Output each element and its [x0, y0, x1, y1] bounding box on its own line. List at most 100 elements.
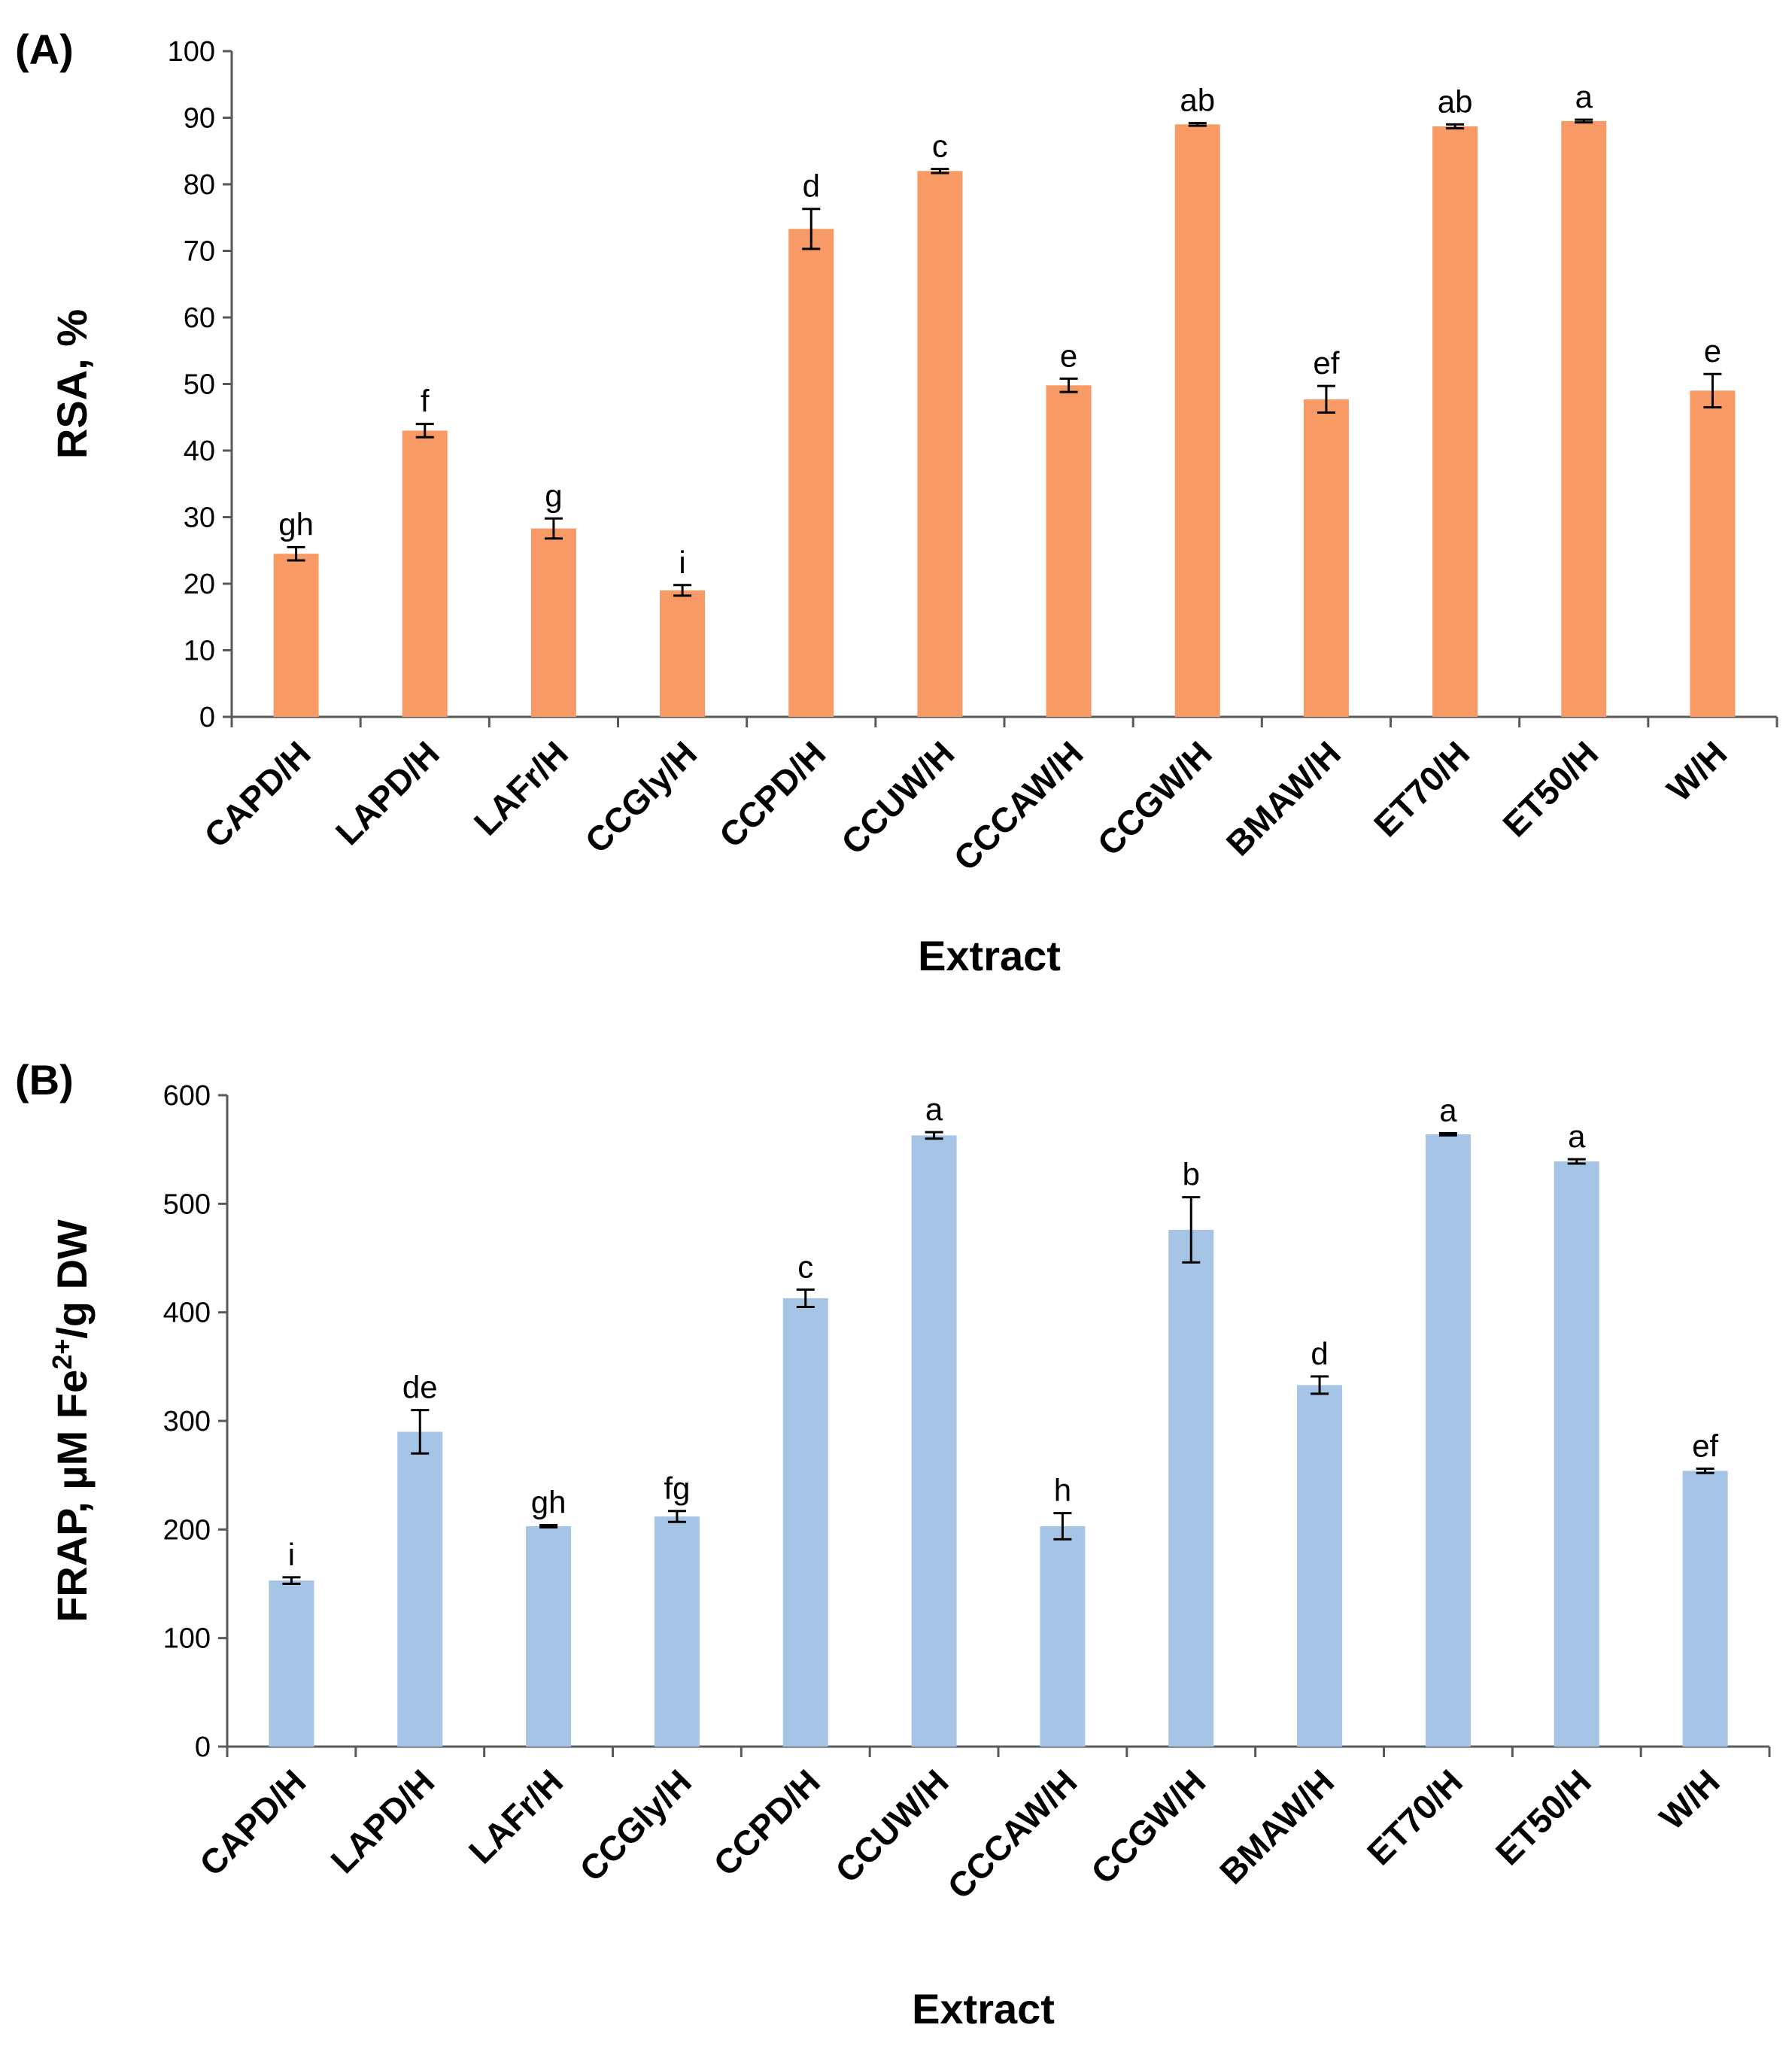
x-tick-label: CCPD/H [712, 733, 833, 855]
significance-label: f [421, 384, 430, 419]
x-tick-label: CAPD/H [196, 733, 317, 855]
bar [788, 229, 834, 717]
y-tick-label: 300 [163, 1406, 211, 1437]
x-tick-label: ET70/H [1359, 1762, 1470, 1872]
bar [1174, 124, 1220, 718]
y-axis-title-tail: /g DW [48, 1219, 96, 1339]
x-tick-label: ET50/H [1488, 1762, 1599, 1872]
significance-label: g [545, 478, 562, 513]
significance-label: i [679, 545, 685, 580]
bar [273, 554, 319, 717]
x-tick-label: BMAW/H [1212, 1762, 1341, 1891]
bar [402, 430, 448, 717]
bar [1432, 126, 1478, 717]
significance-label: a [1575, 79, 1593, 114]
x-tick-label: LAPD/H [328, 733, 447, 852]
chart-panel-a: (A) 0 10 20 30 40 50 60 70 80 90 100 gh CAPD/H f LAPD/H… [15, 26, 1778, 979]
significance-label: e [1060, 338, 1077, 373]
x-tick-label: LAPD/H [323, 1762, 442, 1881]
bar [660, 590, 706, 717]
panel-label: (A) [15, 26, 74, 73]
bar [397, 1431, 443, 1747]
bar [1561, 120, 1607, 718]
y-tick-label: 40 [184, 436, 215, 467]
x-tick-label: CCCAW/H [946, 733, 1090, 878]
x-tick-label: LAFr/H [466, 733, 576, 842]
x-tick-label: W/H [1659, 733, 1734, 809]
bar [269, 1580, 314, 1747]
y-tick-label: 90 [184, 103, 215, 135]
significance-label: ab [1438, 83, 1473, 119]
y-axis-title: RSA, % [48, 309, 96, 459]
significance-label: a [1568, 1119, 1586, 1154]
y-tick-label: 10 [184, 636, 215, 667]
significance-label: ef [1692, 1428, 1718, 1464]
significance-label: gh [531, 1485, 566, 1520]
bar [782, 1298, 828, 1747]
y-tick-label: 70 [184, 236, 215, 268]
x-tick-label: CCGW/H [1090, 733, 1219, 863]
significance-label: a [1439, 1093, 1457, 1128]
bar [526, 1526, 572, 1747]
bar [654, 1516, 700, 1747]
bar [1297, 1385, 1343, 1747]
y-axis-title-main: FRAP, µM Fe [48, 1370, 96, 1623]
significance-label: ab [1180, 83, 1215, 118]
x-tick-label: BMAW/H [1219, 733, 1348, 863]
y-tick-label: 400 [163, 1298, 211, 1329]
x-tick-label: ET70/H [1366, 733, 1477, 844]
x-tick-label: CCUW/H [828, 1762, 955, 1890]
y-tick-label: 100 [168, 36, 215, 68]
y-tick-label: 50 [184, 369, 215, 401]
significance-label: de [402, 1370, 438, 1405]
y-tick-label: 60 [184, 302, 215, 334]
x-tick-label: CCUW/H [834, 733, 961, 861]
x-tick-label: CCGly/H [572, 1762, 699, 1889]
y-tick-label: 80 [184, 169, 215, 201]
bar [1046, 385, 1092, 717]
bar [917, 171, 963, 718]
x-tick-label: ET50/H [1495, 733, 1605, 844]
y-tick-label: 0 [199, 702, 215, 733]
bar [1554, 1161, 1599, 1747]
x-tick-label: CCGW/H [1083, 1762, 1213, 1891]
x-tick-label: CAPD/H [192, 1762, 313, 1883]
y-tick-label: 200 [163, 1514, 211, 1546]
significance-label: b [1183, 1157, 1200, 1192]
x-axis-title: Extract [912, 1985, 1055, 2032]
significance-label: i [288, 1537, 295, 1572]
significance-label: ef [1313, 345, 1339, 381]
y-tick-label: 0 [195, 1732, 211, 1763]
chart-panel-b: (B) 0 100 200 300 400 500 600 i CAPD/H de LAPD/H gh L… [15, 1056, 1771, 2032]
x-tick-label: CCPD/H [706, 1762, 827, 1883]
y-tick-label: 30 [184, 502, 215, 534]
significance-label: h [1054, 1473, 1071, 1508]
significance-label: d [1311, 1336, 1328, 1371]
bar [530, 528, 576, 717]
significance-label: gh [278, 506, 314, 542]
x-tick-label: W/H [1652, 1762, 1727, 1837]
significance-label: d [803, 168, 820, 204]
bar [911, 1135, 957, 1747]
bar [1303, 399, 1349, 717]
bar [1040, 1526, 1086, 1747]
y-tick-label: 600 [163, 1080, 211, 1112]
y-axis-title: FRAP, µM Fe2+/g DW [47, 1219, 96, 1623]
significance-label: e [1704, 333, 1721, 369]
significance-label: a [925, 1091, 943, 1127]
x-tick-label: LAFr/H [461, 1762, 570, 1871]
y-tick-label: 20 [184, 569, 215, 600]
significance-label: c [797, 1249, 813, 1284]
x-axis-title: Extract [918, 932, 1061, 979]
bar [1425, 1134, 1471, 1747]
bar [1168, 1229, 1214, 1747]
bar [1682, 1471, 1728, 1747]
x-tick-label: CCGly/H [577, 733, 704, 861]
significance-label: c [932, 129, 948, 164]
y-tick-label: 500 [163, 1188, 211, 1220]
bar [1690, 390, 1736, 717]
significance-label: fg [664, 1471, 690, 1506]
y-tick-label: 100 [163, 1623, 211, 1655]
